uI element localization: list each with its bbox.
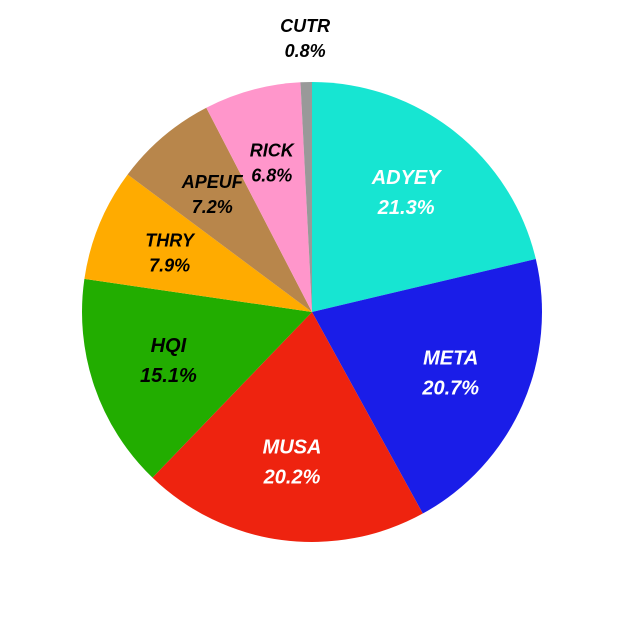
pie-label-value: 0.8% xyxy=(285,41,326,61)
pie-label-apeuf: APEUF 7.2% xyxy=(181,172,244,217)
pie-label-name: RICK xyxy=(250,141,296,161)
pie-label-value: 7.9% xyxy=(149,256,190,276)
pie-label-value: 20.7% xyxy=(421,378,479,400)
pie-label-name: APEUF xyxy=(181,172,244,192)
pie-slices xyxy=(82,82,542,542)
pie-slice-thry xyxy=(84,174,313,312)
pie-label-value: 7.2% xyxy=(192,197,233,217)
pie-slice-apeuf xyxy=(127,107,312,312)
pie-label-name: ADYEY xyxy=(371,167,443,189)
pie-label-thry: THRY 7.9% xyxy=(145,231,196,276)
pie-label-name: META xyxy=(423,348,478,370)
pie-label-meta: META 20.7% xyxy=(421,348,479,400)
pie-label-cutr: CUTR 0.8% xyxy=(280,16,330,61)
pie-label-musa: MUSA 20.2% xyxy=(263,436,322,488)
pie-labels: ADYEY 21.3% META 20.7% MUSA 20.2% HQI 15.1% THRY… xyxy=(140,16,479,489)
pie-label-name: MUSA xyxy=(263,436,322,458)
pie-slice-adyey xyxy=(312,82,536,312)
pie-label-rick: RICK 6.8% xyxy=(250,141,296,186)
pie-label-value: 15.1% xyxy=(140,365,197,387)
pie-slice-musa xyxy=(152,312,423,542)
pie-label-value: 21.3% xyxy=(377,197,435,219)
pie-label-value: 20.2% xyxy=(263,466,321,488)
pie-slice-cutr xyxy=(300,82,312,312)
pie-label-adyey: ADYEY 21.3% xyxy=(371,167,443,219)
pie-slice-hqi xyxy=(82,278,312,478)
pie-slice-meta xyxy=(312,259,542,514)
pie-label-name: CUTR xyxy=(280,16,330,36)
pie-label-hqi: HQI 15.1% xyxy=(140,335,197,387)
pie-slice-rick xyxy=(206,82,312,312)
pie-label-name: THRY xyxy=(145,231,196,251)
pie-label-name: HQI xyxy=(151,335,187,357)
pie-label-value: 6.8% xyxy=(251,166,292,186)
